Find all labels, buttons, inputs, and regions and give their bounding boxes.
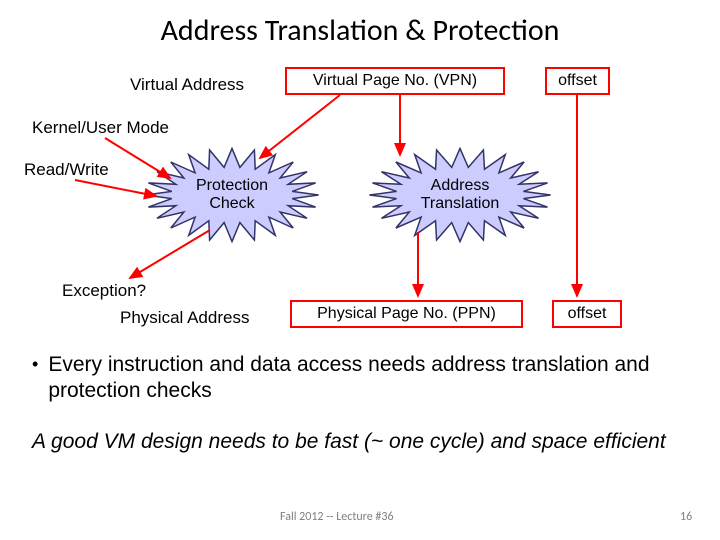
vpn-box: Virtual Page No. (VPN) <box>285 67 505 95</box>
bullet-dot: • <box>32 354 38 376</box>
kernel-mode-label: Kernel/User Mode <box>32 118 169 138</box>
address-translation-burst: Address Translation <box>368 147 552 243</box>
title-text: Address Translation & Protection <box>161 12 560 49</box>
bullet-point: • Every instruction and data access need… <box>32 352 682 405</box>
burst2-line2: Translation <box>421 195 500 213</box>
ppn-box: Physical Page No. (PPN) <box>290 300 523 328</box>
footer-lecture: Fall 2012 -- Lecture #36 <box>280 510 394 524</box>
burst2-line1: Address <box>431 177 490 195</box>
burst1-line1: Protection <box>196 177 268 195</box>
offset1-box: offset <box>545 67 610 95</box>
protection-check-burst: Protection Check <box>144 147 320 243</box>
burst1-line2: Check <box>209 195 254 213</box>
italic-note: A good VM design needs to be fast (~ one… <box>32 428 692 455</box>
virtual-address-label: Virtual Address <box>130 75 244 95</box>
slide-title: Address Translation & Protection <box>0 12 720 49</box>
physical-address-label: Physical Address <box>120 308 249 328</box>
footer-page-number: 16 <box>680 510 692 524</box>
exception-label: Exception? <box>62 281 146 301</box>
offset2-box: offset <box>552 300 622 328</box>
bullet-text: Every instruction and data access needs … <box>48 352 682 405</box>
read-write-label: Read/Write <box>24 160 109 180</box>
